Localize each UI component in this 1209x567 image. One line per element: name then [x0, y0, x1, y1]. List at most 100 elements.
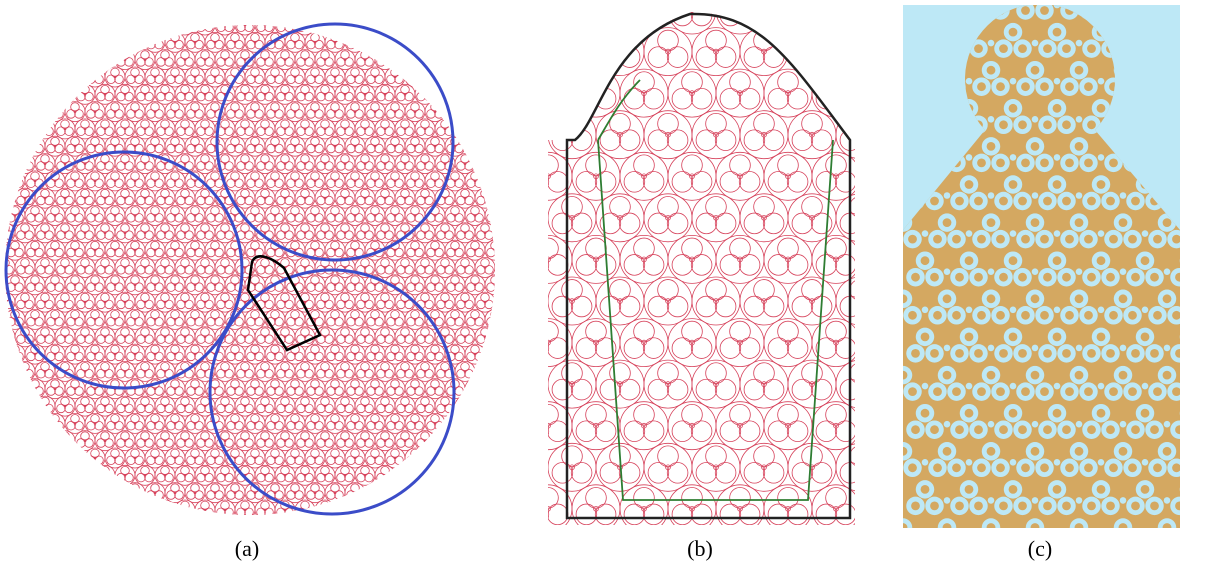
pattern-circle: [14, 492, 16, 494]
pattern-circle: [763, 462, 784, 483]
pattern-circle: [35, 15, 55, 35]
pattern-circle: [884, 459, 902, 477]
pattern-circle: [715, 130, 736, 151]
pattern-circle: [435, 491, 444, 500]
pattern-circle: [974, 349, 983, 358]
pattern-circle: [1053, 28, 1062, 37]
pattern-circle: [643, 421, 664, 442]
pattern-circle: [485, 58, 494, 67]
pattern-circle: [485, 92, 494, 101]
pattern-circle: [14, 76, 16, 78]
pattern-circle: [71, 68, 80, 77]
pattern-circle: [105, 32, 125, 52]
pattern-circle: [644, 443, 692, 491]
pattern-circle: [1053, 409, 1062, 418]
pattern-circle: [658, 446, 679, 467]
pattern-circle: [24, 440, 26, 442]
pattern-circle: [4, 93, 6, 95]
pattern-circle: [634, 238, 655, 259]
pattern-circle: [441, 501, 450, 510]
pattern-circle: [367, 40, 376, 49]
pattern-circle: [730, 238, 751, 259]
pattern-circle: [65, 448, 85, 468]
pattern-circle: [571, 47, 592, 68]
pattern-circle: [1062, 44, 1071, 53]
pattern-circle: [17, 127, 26, 136]
pattern-circle: [457, 473, 466, 482]
pattern-circle: [706, 30, 727, 51]
pattern-circle: [465, 413, 485, 433]
pattern-circle: [34, 422, 36, 424]
pattern-circle: [347, 491, 356, 500]
pattern-circle: [55, 465, 75, 485]
pattern-circle: [921, 409, 930, 418]
pattern-circle: [682, 72, 703, 93]
blue-circle: [6, 152, 242, 388]
pattern-circle: [965, 409, 974, 418]
pattern-circle: [25, 102, 45, 122]
pattern-circle: [812, 485, 860, 533]
pattern-circle: [154, 41, 156, 43]
pattern-circle: [264, 24, 266, 26]
pattern-circle: [1150, 502, 1159, 511]
pattern-circle: [474, 76, 476, 78]
pattern-circle: [117, 58, 126, 67]
pattern-circle: [858, 465, 863, 470]
pattern-circle: [1098, 307, 1105, 314]
pattern-circle: [465, 58, 474, 67]
pattern-circle: [15, 119, 35, 139]
pattern-circle: [35, 75, 44, 84]
pattern-circle: [87, 75, 96, 84]
pattern-circle: [205, 23, 214, 32]
pattern-circle: [75, 491, 84, 500]
pattern-circle: [850, 113, 871, 134]
pattern-circle: [65, 67, 85, 87]
pattern-circle: [619, 130, 640, 151]
pattern-circle: [1, 466, 10, 475]
pattern-circle: [15, 75, 24, 84]
pattern-circle: [1163, 218, 1172, 227]
pattern-circle: [1142, 307, 1149, 314]
pattern-circle: [487, 179, 496, 188]
pattern-circle: [131, 484, 140, 493]
pattern-circle: [505, 92, 514, 101]
pattern-circle: [826, 404, 847, 425]
pattern-circle: [908, 311, 917, 320]
pattern-circle: [421, 85, 430, 94]
pattern-circle: [55, 456, 64, 465]
pattern-circle: [610, 363, 631, 384]
pattern-circle: [474, 492, 476, 494]
pattern-circle: [501, 224, 510, 233]
pattern-circle: [974, 273, 983, 282]
pattern-circle: [977, 82, 986, 91]
figure: (a) (b) (c): [0, 0, 1209, 567]
pattern-circle: [505, 196, 514, 205]
pattern-circle: [691, 504, 712, 525]
pattern-circle: [497, 439, 506, 448]
pattern-circle: [644, 277, 692, 325]
pattern-circle: [464, 440, 466, 442]
pattern-circle: [104, 474, 106, 476]
pattern-circle: [467, 387, 476, 396]
pattern-circle: [495, 110, 504, 119]
pattern-circle: [245, 23, 254, 32]
pattern-circle: [495, 396, 515, 416]
pattern-circle: [35, 421, 44, 430]
pattern-circle: [763, 47, 784, 68]
pattern-circle: [720, 504, 741, 525]
pattern-circle: [1031, 523, 1040, 532]
pattern-circle: [165, 23, 174, 32]
pattern-circle: [634, 0, 655, 9]
pattern-circle: [424, 93, 426, 95]
pattern-circle: [1172, 463, 1181, 472]
pattern-circle: [445, 508, 454, 517]
pattern-circle: [634, 155, 655, 176]
pattern-circle: [127, 40, 136, 49]
pattern-circle: [1141, 485, 1150, 494]
pattern-circle: [547, 171, 568, 192]
pattern-circle: [1194, 273, 1203, 282]
pattern-circle: [425, 483, 445, 503]
pattern-circle: [720, 255, 741, 276]
pattern-circle: [91, 484, 100, 493]
pattern-circle: [624, 338, 645, 359]
